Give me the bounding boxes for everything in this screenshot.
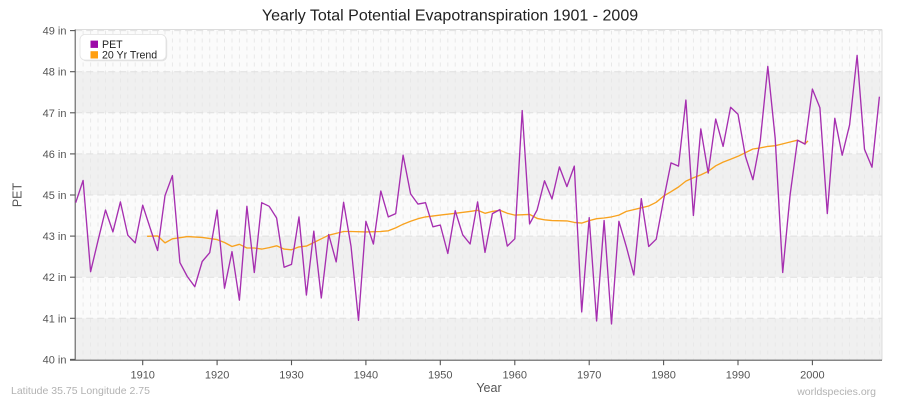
svg-text:worldspecies.org: worldspecies.org [796,386,876,398]
svg-text:43 in: 43 in [43,231,67,243]
svg-text:49 in: 49 in [43,26,67,38]
svg-text:41 in: 41 in [43,313,67,325]
svg-text:47 in: 47 in [43,108,67,120]
svg-text:1960: 1960 [503,370,527,382]
svg-text:1940: 1940 [354,370,378,382]
svg-text:45 in: 45 in [43,190,67,202]
svg-text:1990: 1990 [726,370,750,382]
svg-text:1930: 1930 [279,370,303,382]
svg-text:1970: 1970 [577,370,601,382]
svg-text:PET: PET [102,39,123,51]
svg-text:40 in: 40 in [43,354,67,366]
svg-text:PET: PET [11,182,25,207]
svg-text:48 in: 48 in [43,67,67,79]
svg-text:1980: 1980 [651,370,675,382]
svg-text:46 in: 46 in [43,149,67,161]
svg-text:Latitude 35.75 Longitude 2.75: Latitude 35.75 Longitude 2.75 [11,385,150,397]
svg-text:2000: 2000 [800,370,824,382]
svg-text:Year: Year [476,381,501,395]
svg-text:Yearly Total Potential Evapotr: Yearly Total Potential Evapotranspiratio… [262,8,638,25]
svg-text:42 in: 42 in [43,272,67,284]
svg-text:1950: 1950 [428,370,452,382]
svg-text:20 Yr Trend: 20 Yr Trend [102,50,157,62]
svg-text:1910: 1910 [130,370,154,382]
svg-text:1920: 1920 [205,370,229,382]
